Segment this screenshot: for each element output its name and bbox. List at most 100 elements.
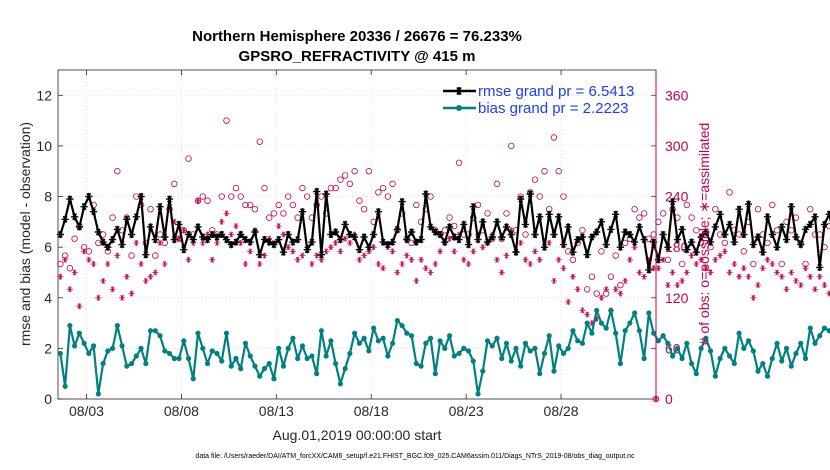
rmse-point — [241, 236, 250, 244]
rmse-point — [749, 241, 757, 249]
rmse-point — [279, 248, 287, 256]
rmse-point — [260, 236, 269, 244]
bias-point — [693, 371, 699, 377]
rmse-point — [811, 213, 819, 221]
bias-point — [660, 333, 666, 339]
rmse-point — [512, 248, 520, 256]
obs-assimilated-point — [342, 235, 349, 242]
rmse-point — [517, 195, 525, 203]
bias-point — [503, 340, 510, 346]
bias-point — [622, 328, 628, 334]
obs-possible-point — [71, 235, 78, 242]
obs-assimilated-point — [223, 210, 230, 217]
bias-point — [802, 355, 809, 362]
obs-assimilated-point — [612, 286, 619, 293]
obs-possible-point — [754, 205, 762, 213]
x-tick-label: 08/03 — [69, 403, 104, 419]
obs-possible-point — [204, 197, 211, 204]
bias-point — [95, 391, 101, 397]
rmse-point — [645, 266, 653, 274]
obs-assimilated-point — [598, 294, 605, 301]
obs-possible-point — [66, 265, 74, 272]
obs-possible-point — [598, 248, 605, 255]
rmse-point — [436, 230, 444, 239]
rmse-point — [313, 187, 321, 196]
obs-assimilated-point — [603, 286, 610, 293]
bias-point — [674, 345, 680, 351]
obs-assimilated-point — [479, 244, 486, 251]
rmse-point — [118, 241, 126, 249]
obs-assimilated-point — [626, 256, 633, 263]
rmse-point — [792, 233, 800, 241]
obs-assimilated-point — [707, 269, 714, 276]
bias-point — [764, 373, 771, 379]
obs-possible-point — [332, 184, 339, 192]
bias-point — [223, 330, 230, 336]
obs-possible-point — [508, 142, 515, 150]
bias-point — [323, 353, 329, 359]
obs-assimilated-point — [446, 235, 453, 242]
bias-point — [352, 330, 358, 336]
obs-assimilated-point — [157, 239, 163, 246]
bias-point — [641, 355, 647, 362]
rmse-point — [208, 230, 216, 239]
bias-point — [399, 323, 405, 329]
bias-point — [793, 350, 799, 357]
rmse-point — [341, 220, 349, 228]
obs-assimilated-point — [816, 273, 823, 280]
bias-point — [271, 376, 277, 382]
obs-assimilated-point — [199, 239, 206, 246]
obs-possible-point — [223, 117, 230, 124]
obs-assimilated-point — [465, 261, 472, 267]
rmse-point — [379, 238, 387, 246]
obs-possible-point — [712, 205, 719, 213]
bias-point — [651, 330, 657, 336]
rmse-point — [450, 233, 458, 241]
obs-possible-point — [678, 260, 686, 268]
bias-point — [166, 350, 173, 357]
obs-assimilated-point — [717, 252, 724, 259]
rmse-point — [327, 230, 335, 239]
rmse-point — [218, 230, 226, 239]
obs-assimilated-point — [503, 252, 510, 259]
obs-possible-point — [788, 227, 795, 234]
obs-possible-point — [351, 168, 358, 175]
obs-assimilated-point — [138, 261, 145, 267]
obs-assimilated-point — [337, 248, 344, 255]
bias-point — [195, 330, 201, 336]
obs-possible-point — [327, 184, 335, 192]
bias-point — [185, 355, 192, 362]
bias-point — [114, 323, 120, 329]
obs-assimilated-point — [109, 286, 116, 293]
bias-point — [423, 340, 429, 346]
obs-possible-point — [280, 210, 287, 217]
obs-possible-point — [365, 168, 373, 175]
rmse-point — [469, 203, 477, 211]
obs-possible-point — [384, 193, 392, 200]
obs-possible-point — [636, 214, 643, 221]
obs-possible-point — [541, 168, 548, 175]
y-axis-label: rmse and bias (model - observation) — [17, 122, 33, 346]
bias-point — [565, 345, 571, 351]
rmse-point — [142, 251, 150, 259]
obs-assimilated-point — [769, 261, 776, 267]
bias-point — [413, 360, 419, 367]
obs-possible-point — [185, 155, 192, 162]
obs-assimilated-point — [176, 235, 182, 242]
bias-point — [100, 360, 106, 367]
y-tick-label: 12 — [36, 87, 52, 103]
obs-possible-point — [275, 201, 282, 209]
obs-possible-point — [218, 193, 225, 200]
rmse-point — [237, 230, 245, 239]
bias-point — [527, 348, 533, 354]
rmse-point — [455, 236, 463, 244]
obs-possible-point — [659, 210, 667, 217]
bias-point — [171, 355, 177, 362]
bias-point — [418, 363, 424, 369]
rmse-point — [80, 203, 88, 211]
obs-possible-point — [588, 273, 596, 280]
bias-point — [470, 358, 476, 364]
obs-assimilated-point — [280, 231, 287, 238]
obs-possible-point — [228, 193, 235, 200]
rmse-point — [550, 230, 558, 239]
